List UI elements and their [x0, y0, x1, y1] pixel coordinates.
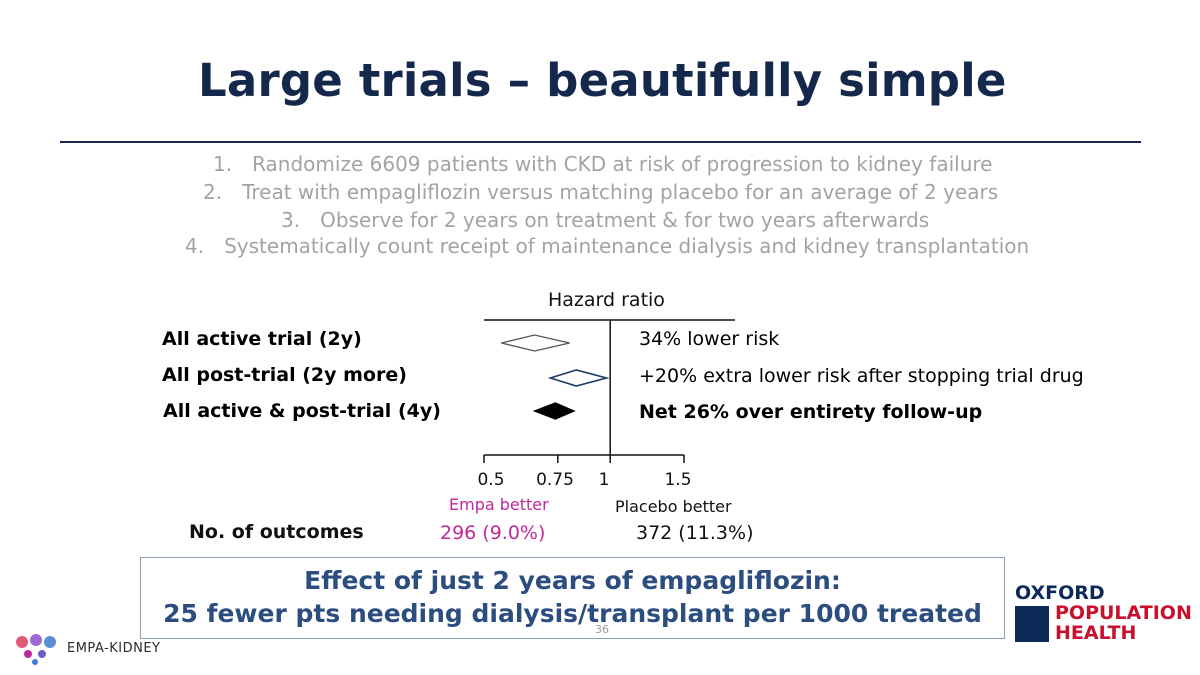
favours-placebo: Placebo better: [615, 497, 732, 516]
row-desc-active-trial: 34% lower risk: [639, 328, 780, 350]
tick-label: 0.75: [536, 470, 574, 490]
effect-summary-box: Effect of just 2 years of empagliflozin:…: [140, 557, 1005, 639]
row-label-active-trial: All active trial (2y): [162, 328, 362, 350]
tick-label: 0.5: [477, 470, 505, 490]
step-number: 3.: [281, 208, 301, 232]
effect-line-2: 25 fewer pts needing dialysis/transplant…: [163, 599, 982, 628]
outcomes-label: No. of outcomes: [189, 521, 364, 543]
title-divider: [60, 141, 1141, 143]
step-number: 4.: [185, 234, 205, 258]
step-item: 2. Treat with empagliflozin versus matchi…: [203, 180, 998, 204]
step-number: 2.: [203, 180, 223, 204]
tick-label: 1.5: [664, 470, 692, 490]
slide-number: 36: [595, 623, 609, 636]
hr-diamond: [501, 334, 570, 352]
outcomes-placebo: 372 (11.3%): [636, 522, 754, 544]
effect-line-1: Effect of just 2 years of empagliflozin:: [304, 566, 841, 595]
logo-word-population: POPULATION: [1055, 602, 1192, 624]
oxford-crest-icon: [1015, 606, 1049, 642]
empa-kidney-wordmark: EMPA-KIDNEY: [67, 641, 161, 656]
axis-title: Hazard ratio: [548, 289, 665, 311]
logo-word-health: HEALTH: [1055, 622, 1137, 644]
tick-label: 1: [598, 470, 610, 490]
step-text: Observe for 2 years on treatment & for t…: [320, 208, 930, 232]
step-text: Treat with empagliflozin versus matching…: [242, 180, 999, 204]
row-label-post-trial: All post-trial (2y more): [162, 364, 407, 386]
step-item: 1. Randomize 6609 patients with CKD at ri…: [213, 152, 992, 176]
hr-diamond: [547, 369, 610, 387]
hr-diamond: [532, 402, 576, 420]
step-number: 1.: [213, 152, 233, 176]
step-text: Systematically count receipt of maintena…: [224, 234, 1030, 258]
row-label-overall: All active & post-trial (4y): [163, 400, 441, 422]
logo-word-oxford: OXFORD: [1015, 582, 1105, 604]
favours-empa: Empa better: [449, 495, 549, 514]
empa-kidney-logo-icon: [16, 634, 56, 665]
step-item: 4. Systematically count receipt of mainte…: [185, 234, 1029, 258]
step-text: Randomize 6609 patients with CKD at risk…: [252, 152, 993, 176]
row-desc-post-trial: +20% extra lower risk after stopping tri…: [639, 365, 1084, 387]
row-desc-overall: Net 26% over entirety follow-up: [639, 401, 983, 423]
slide-title: Large trials – beautifully simple: [198, 54, 1007, 107]
outcomes-empa: 296 (9.0%): [440, 522, 546, 544]
step-item: 3. Observe for 2 years on treatment & for…: [281, 208, 929, 232]
